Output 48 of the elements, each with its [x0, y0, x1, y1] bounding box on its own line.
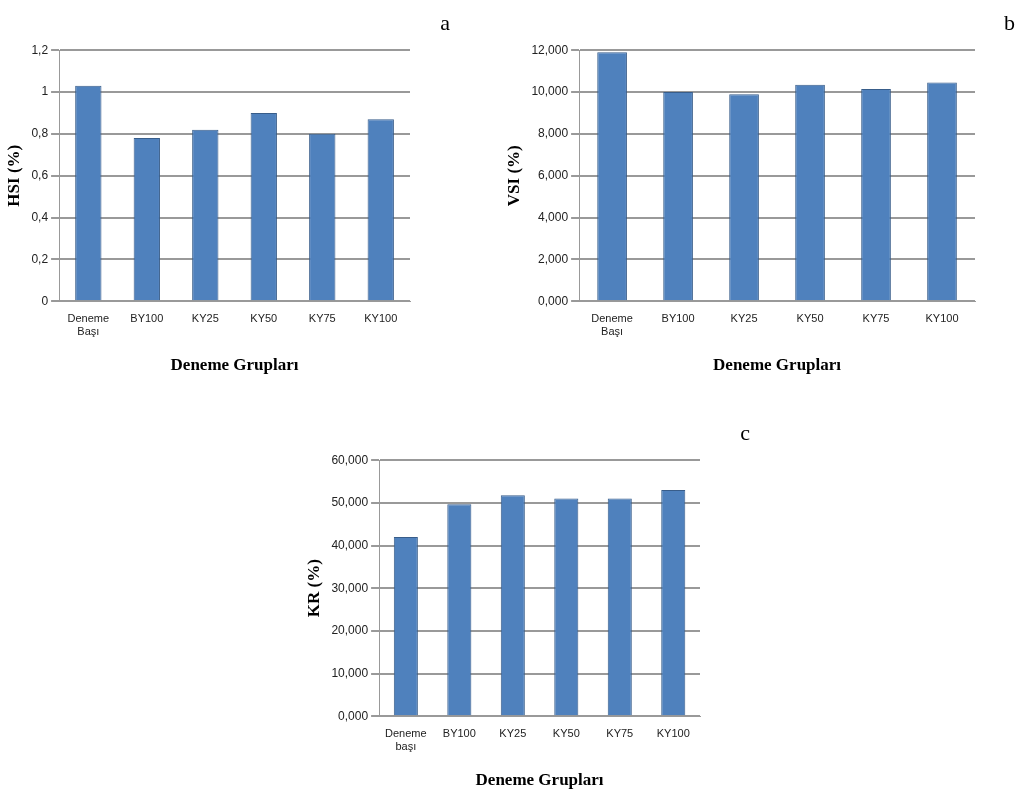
x-tick-label: KY100	[925, 311, 959, 324]
text: a	[440, 10, 450, 36]
y-axis-title: VSI (%)	[503, 145, 523, 207]
y-tick-label: 10,000	[531, 84, 569, 99]
y-tick-label: 0,8	[31, 126, 49, 141]
y-tick-label: 1,2	[31, 42, 49, 57]
x-axis-title: Deneme Grupları	[170, 355, 299, 375]
y-tick-label: 0,000	[538, 293, 569, 308]
x-tick-label: KY50	[796, 311, 824, 324]
y-axis-title: HSI (%)	[3, 144, 23, 207]
y-tick-label: 0,4	[31, 209, 49, 224]
x-tick-label: BY100	[442, 726, 476, 739]
y-axis-title: KR (%)	[303, 559, 323, 618]
y-tick-label: 20,000	[331, 623, 369, 638]
y-tick-label: 8,000	[538, 126, 569, 141]
y-tick-label: 1	[41, 84, 49, 99]
text: c	[740, 420, 750, 446]
y-tick-label: 10,000	[331, 665, 369, 680]
x-tick-label: KY75	[606, 726, 634, 739]
y-tick-label: 60,000	[331, 452, 369, 467]
y-tick-label: 2,000	[538, 251, 569, 266]
x-tick-label: KY50	[250, 311, 278, 324]
y-tick-label: 0	[41, 293, 49, 308]
x-tick-label: KY100	[364, 311, 398, 324]
x-axis-title: Deneme Grupları	[475, 770, 604, 790]
y-tick-label: 0,2	[31, 251, 49, 266]
y-tick-label: 30,000	[331, 580, 369, 595]
y-tick-label: 50,000	[331, 495, 369, 510]
x-tick-label: KY75	[308, 311, 336, 324]
x-tick-label: KY25	[730, 311, 758, 324]
y-tick-label: 6,000	[538, 168, 569, 183]
x-axis-title: Deneme Grupları	[713, 355, 842, 375]
text: b	[1004, 10, 1015, 36]
x-tick-label: BY100	[130, 311, 164, 324]
x-tick-label: KY25	[499, 726, 527, 739]
y-tick-label: 4,000	[538, 209, 569, 224]
x-tick-label: Deneme Başı	[591, 311, 633, 338]
y-tick-label: 40,000	[331, 537, 369, 552]
y-tick-label: 0,000	[338, 708, 369, 723]
x-tick-label: BY100	[661, 311, 695, 324]
x-tick-label: KY25	[191, 311, 219, 324]
x-tick-label: Deneme başı	[385, 726, 427, 753]
x-tick-label: KY100	[656, 726, 690, 739]
y-tick-label: 0,6	[31, 168, 49, 183]
x-tick-label: KY75	[862, 311, 890, 324]
x-tick-label: Deneme Başı	[67, 311, 110, 338]
x-tick-label: KY50	[552, 726, 580, 739]
y-tick-label: 12,000	[531, 42, 569, 57]
